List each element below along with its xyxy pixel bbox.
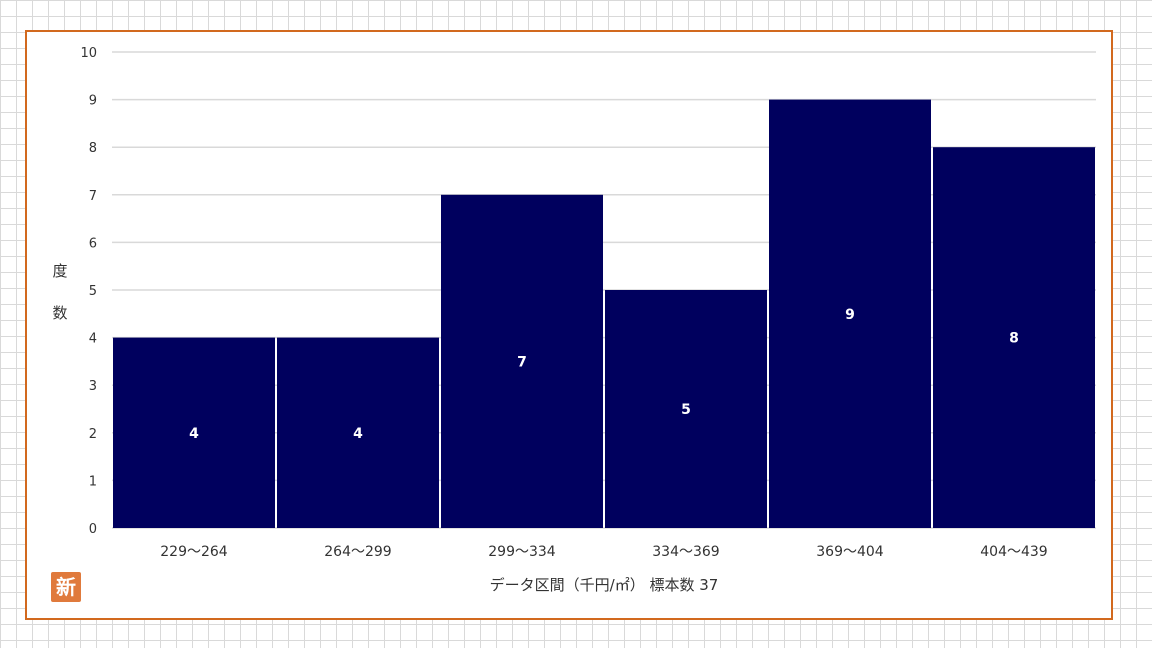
bar-3	[441, 194, 603, 529]
bar-value-label: 4	[353, 426, 363, 442]
x-tick-label: 404～439	[980, 544, 1047, 560]
y-tick-label: 4	[89, 332, 97, 347]
bar-value-label: 5	[681, 402, 691, 418]
y-tick-label: 7	[89, 189, 97, 204]
y-tick-label: 3	[89, 379, 97, 394]
y-tick-label: 10	[80, 46, 97, 61]
x-axis-title: データ区間（千円/㎡） 標本数 37	[490, 576, 719, 594]
bar-2	[277, 337, 439, 528]
y-axis-title-char-1: 度	[52, 262, 67, 280]
bars	[113, 99, 1095, 529]
y-tick-label: 8	[89, 141, 97, 156]
y-tick-label: 9	[89, 94, 97, 109]
y-tick-label: 5	[89, 284, 97, 299]
logo-badge: 新	[51, 572, 81, 602]
y-axis-title-char-2: 数	[52, 304, 67, 322]
bar-5	[769, 99, 931, 528]
x-tick-label: 264～299	[324, 544, 391, 560]
bar-value-label: 9	[845, 307, 855, 323]
gridlines	[112, 51, 1096, 529]
labels: 0 1 2 3 4 5 6 7 8 9 10 4 229～264 4 264～299 7 299～334 5 334…	[80, 46, 1047, 560]
bar-6	[933, 147, 1095, 528]
bar-1	[113, 337, 275, 528]
y-tick-label: 0	[89, 522, 97, 537]
y-tick-label: 6	[89, 236, 97, 251]
bar-4	[605, 290, 767, 528]
bar-value-label: 4	[189, 426, 199, 442]
x-tick-label: 229～264	[160, 544, 228, 560]
x-tick-label: 299～334	[488, 544, 556, 560]
bar-value-label: 8	[1009, 331, 1019, 347]
bar-value-label: 7	[517, 354, 527, 370]
y-tick-label: 1	[89, 474, 97, 489]
x-tick-label: 369～404	[816, 544, 884, 560]
y-tick-label: 2	[89, 427, 97, 442]
x-tick-label: 334～369	[652, 544, 719, 560]
